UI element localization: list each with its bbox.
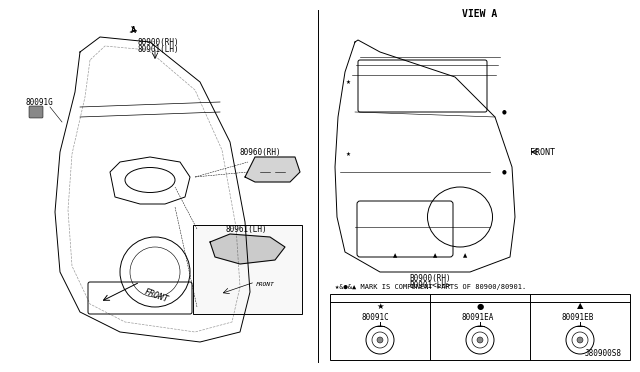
FancyBboxPatch shape — [193, 225, 302, 314]
Text: 80961(LH): 80961(LH) — [225, 224, 267, 234]
Circle shape — [377, 337, 383, 343]
Bar — [330, 294, 630, 360]
Text: ▲: ▲ — [463, 253, 467, 259]
Polygon shape — [245, 157, 300, 182]
Text: A: A — [131, 26, 136, 35]
Text: FRONT: FRONT — [143, 287, 170, 304]
Text: 80091G: 80091G — [25, 97, 52, 106]
Text: B0901<LH>: B0901<LH> — [409, 282, 451, 291]
Text: ▲: ▲ — [393, 253, 397, 259]
Text: 80900(RH): 80900(RH) — [138, 38, 180, 46]
Text: 80091EA: 80091EA — [462, 312, 494, 321]
Text: ●: ● — [502, 170, 506, 174]
Polygon shape — [210, 234, 285, 264]
Text: FRONT: FRONT — [256, 282, 275, 286]
Text: J80900S8: J80900S8 — [585, 349, 622, 358]
FancyBboxPatch shape — [29, 106, 43, 118]
Text: ★: ★ — [346, 80, 351, 84]
Text: ★: ★ — [376, 301, 384, 311]
Text: ▲: ▲ — [577, 301, 583, 311]
Circle shape — [477, 337, 483, 343]
Text: 80091EB: 80091EB — [562, 312, 595, 321]
Text: 80091C: 80091C — [362, 312, 390, 321]
Text: FRONT: FRONT — [530, 148, 555, 157]
Text: ●: ● — [502, 109, 506, 115]
Text: VIEW A: VIEW A — [462, 9, 498, 19]
Text: ▲: ▲ — [433, 253, 437, 259]
Text: ★&●&▲ MARK IS COMPONENT PARTS OF 80900/80901.: ★&●&▲ MARK IS COMPONENT PARTS OF 80900/8… — [335, 284, 526, 290]
Text: B0900(RH): B0900(RH) — [409, 275, 451, 283]
Text: ●: ● — [476, 301, 484, 311]
Text: ★: ★ — [346, 151, 351, 157]
Text: 80901(LH): 80901(LH) — [138, 45, 180, 54]
Circle shape — [577, 337, 583, 343]
Text: 80960(RH): 80960(RH) — [240, 148, 282, 157]
